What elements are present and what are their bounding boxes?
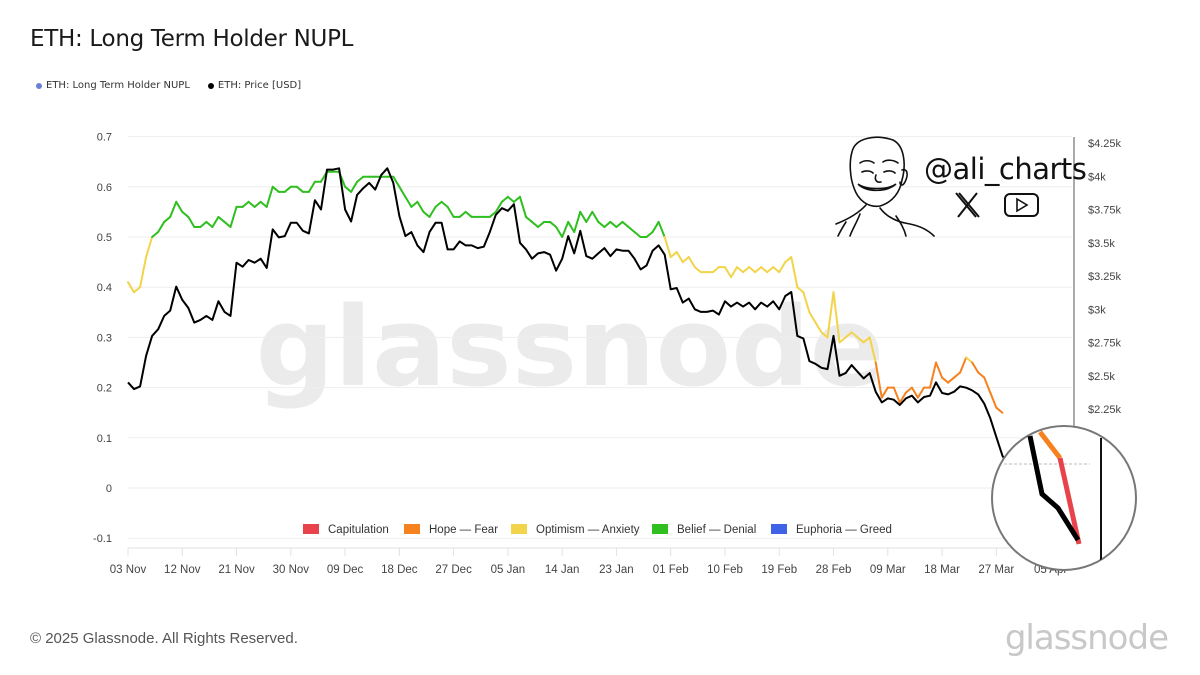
y-axis-right: $2.25k $2.5k $2.75k $3k $3.25k $3.5k $3.75k $4k… [1088,138,1122,416]
grid-lines [128,136,1072,549]
legend-label-nupl: ETH: Long Term Holder NUPL [46,80,190,91]
zone-legend-item[interactable]: Capitulation [303,524,389,536]
y-tick-label: 0.2 [97,383,112,395]
x-tick-label: 19 Feb [761,564,797,576]
x-tick-label: 27 Dec [435,564,472,576]
zone-legend-label: Hope — Fear [429,524,498,536]
chart-title: ETH: Long Term Holder NUPL [30,26,354,52]
x-tick-label: 18 Dec [381,564,418,576]
price-tick-label: $4k [1088,171,1106,183]
glassnode-logo: glassnode [1004,618,1169,658]
y-tick-label: 0.7 [97,132,112,144]
y-tick-label: 0 [106,483,112,495]
x-tick-label: 12 Nov [164,564,201,576]
legend-item-price[interactable]: ETH: Price [USD] [207,80,302,91]
zone-legend-label: Euphoria — Greed [796,524,892,536]
x-tick-label: 09 Mar [870,564,906,576]
price-tick-label: $3.25k [1088,271,1122,283]
price-tick-label: $3k [1088,304,1106,316]
price-tick-label: $3.75k [1088,205,1122,217]
zone-legend-item[interactable]: Hope — Fear [404,524,498,536]
zone-legend-label: Belief — Denial [677,524,756,536]
price-line [127,167,1010,467]
y-tick-label: 0.3 [97,332,112,344]
nupl-line [127,170,1004,414]
x-tick-label: 05 Jan [491,564,526,576]
price-tick-label: $2.75k [1088,338,1122,350]
x-tick-label: 09 Dec [327,564,364,576]
zone-swatch-icon [652,524,668,534]
y-tick-label: 0.1 [97,433,112,445]
y-tick-label: 0.6 [97,182,112,194]
zone-legend: Capitulation Hope — Fear Optimism — Anxiet… [303,524,892,536]
price-tick-label: $2.25k [1088,404,1122,416]
zone-legend-item[interactable]: Euphoria — Greed [771,524,892,536]
price-tick-label: $4.25k [1088,138,1122,150]
x-tick-label: 01 Feb [653,564,689,576]
zone-swatch-icon [771,524,787,534]
zone-legend-label: Optimism — Anxiety [536,524,640,536]
copyright-text: © 2025 Glassnode. All Rights Reserved. [30,630,298,647]
zone-legend-item[interactable]: Optimism — Anxiety [511,524,640,536]
zone-swatch-icon [303,524,319,534]
zone-legend-label: Capitulation [328,524,389,536]
legend-label-price: ETH: Price [USD] [217,80,302,91]
watermark: glassnode [256,283,885,411]
price-tick-label: $2.5k [1088,371,1115,383]
author-handle: @ali_charts [924,152,1087,186]
avatar-sketch-icon [835,136,935,237]
x-tick-label: 10 Feb [707,564,743,576]
x-tick-label: 21 Nov [218,564,255,576]
x-axis: 03 Nov 12 Nov 21 Nov 30 Nov 09 Dec 18 Dec 27 D… [110,548,1067,576]
x-tick-label: 03 Nov [110,564,147,576]
x-logo-icon[interactable] [955,192,980,218]
y-tick-label: 0.4 [97,282,112,294]
nupl-dot-icon [36,82,42,89]
price-tick-label: $3.5k [1088,238,1115,250]
youtube-icon[interactable] [1004,193,1039,217]
x-tick-label: 30 Nov [273,564,310,576]
legend-item-nupl[interactable]: ETH: Long Term Holder NUPL [36,80,190,91]
y-tick-label: 0.5 [97,232,112,244]
price-dot-icon [207,82,214,89]
zoom-magnifier [991,425,1137,571]
zone-swatch-icon [404,524,420,534]
x-tick-label: 18 Mar [924,564,960,576]
x-tick-label: 23 Jan [599,564,634,576]
series-legend: ETH: Long Term Holder NUPL ETH: Price [U… [36,80,301,91]
y-axis-left: -0.1 0 0.1 0.2 0.3 0.4 0.5 0.6 0.7 [93,132,112,546]
y-tick-label: -0.1 [93,533,112,545]
zone-swatch-icon [511,524,527,534]
x-tick-label: 14 Jan [545,564,580,576]
x-tick-label: 27 Mar [978,564,1014,576]
x-tick-label: 28 Feb [816,564,852,576]
zone-legend-item[interactable]: Belief — Denial [652,524,756,536]
